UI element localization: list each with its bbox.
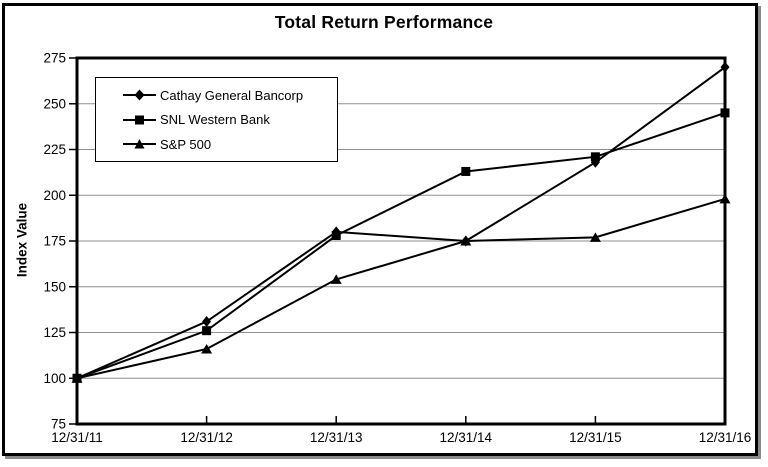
square-marker-icon xyxy=(123,115,156,124)
y-tick-label: 100 xyxy=(43,371,66,386)
x-tick-label: 12/31/11 xyxy=(51,430,103,445)
data-point-square-snl-western-bank xyxy=(590,152,600,162)
data-point-square-snl-western-bank xyxy=(720,108,730,118)
triangle-marker-icon xyxy=(123,139,156,149)
chart-legend: Cathay General Bancorp SNL Western Bank … xyxy=(95,77,338,162)
x-tick-label: 12/31/15 xyxy=(569,430,622,445)
x-tick-label: 12/31/16 xyxy=(699,430,752,445)
data-point-triangle-s-p-500 xyxy=(71,373,83,383)
diamond-marker-icon xyxy=(123,89,156,101)
legend-label: SNL Western Bank xyxy=(160,112,270,127)
legend-label: Cathay General Bancorp xyxy=(160,87,304,103)
data-point-triangle-s-p-500 xyxy=(589,232,601,242)
data-point-square-snl-western-bank xyxy=(461,166,471,176)
series-line-cathay-general-bancorp xyxy=(76,66,726,380)
chart-title: Total Return Performance xyxy=(274,12,494,32)
y-tick-label: 75 xyxy=(51,417,66,432)
data-point-square-snl-western-bank xyxy=(202,326,212,336)
legend-item-sp-500: S&P 500 xyxy=(122,137,337,152)
data-point-diamond-cathay-general-bancorp xyxy=(202,316,212,328)
series-line-s-p-500 xyxy=(76,197,726,380)
y-tick-label: 125 xyxy=(43,325,66,340)
x-tick-label: 12/31/12 xyxy=(180,430,233,445)
x-tick-label: 12/31/13 xyxy=(310,430,363,445)
data-point-square-snl-western-bank xyxy=(331,231,341,241)
series-line-snl-western-bank xyxy=(76,111,726,380)
data-point-diamond-cathay-general-bancorp xyxy=(720,61,730,73)
y-tick-label: 200 xyxy=(43,188,66,203)
legend-label: S&P 500 xyxy=(160,136,212,152)
y-tick-label: 275 xyxy=(43,51,66,66)
data-point-triangle-s-p-500 xyxy=(201,343,213,354)
legend-item-snl-western-bank: SNL Western Bank xyxy=(122,112,337,127)
y-tick-label: 175 xyxy=(43,234,66,249)
data-point-triangle-s-p-500 xyxy=(460,236,472,246)
legend-item-cathay-general-bancorp: Cathay General Bancorp xyxy=(122,88,337,103)
y-tick-label: 225 xyxy=(43,142,66,157)
y-tick-label: 250 xyxy=(43,96,66,111)
data-point-triangle-s-p-500 xyxy=(719,193,731,204)
y-tick-label: 150 xyxy=(43,279,66,294)
data-point-triangle-s-p-500 xyxy=(330,274,342,284)
x-tick-label: 12/31/14 xyxy=(440,430,493,445)
